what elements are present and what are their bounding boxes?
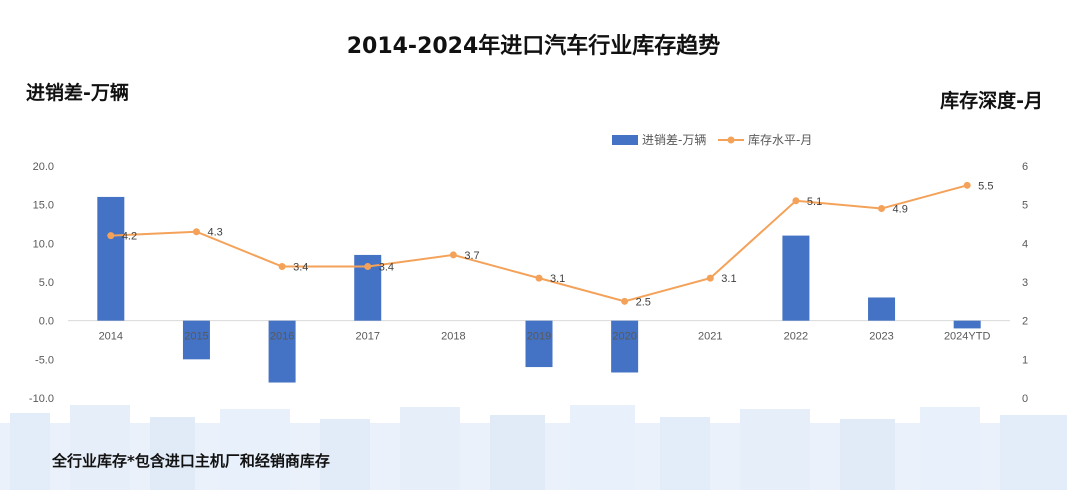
category-label: 2024YTD [944,331,991,343]
line-data-label: 3.4 [293,262,308,274]
bar-2023 [868,297,896,321]
line-point-2020 [621,297,629,305]
bar-2015 [182,320,210,360]
right-tick-label: 2 [1022,316,1028,328]
right-axis-title: 库存深度-月 [940,90,1043,112]
line-data-label: 3.7 [464,250,479,262]
category-label: 2023 [869,331,893,343]
left-tick-label: 20.0 [33,161,54,173]
line-point-2022 [792,197,800,205]
left-axis-title: 进销差-万辆 [26,82,129,104]
category-label: 2021 [698,331,722,343]
line-point-2014 [107,232,115,240]
right-tick-label: 6 [1022,161,1028,173]
line-data-label: 4.2 [122,231,137,243]
line-point-2015 [192,228,200,236]
skyline-decoration [0,405,1067,490]
left-tick-label: 0.0 [39,316,54,328]
left-tick-label: -5.0 [35,354,54,366]
line-data-label: 3.1 [721,273,736,285]
right-tick-label: 3 [1022,277,1028,289]
bar-2019 [525,320,553,368]
left-tick-label: 15.0 [33,200,54,212]
left-tick-label: 5.0 [39,277,54,289]
category-label: 2022 [784,331,808,343]
right-tick-label: 1 [1022,354,1028,366]
category-label: 2014 [99,331,123,343]
line-data-label: 3.1 [550,273,565,285]
right-tick-label: 4 [1022,238,1028,250]
category-label: 2017 [355,331,379,343]
inventory-line [110,184,968,303]
line-data-label: 2.5 [636,296,651,308]
category-label: 2020 [612,331,636,343]
line-point-2021 [706,274,714,282]
left-tick-label: 10.0 [33,238,54,250]
bar-2022 [782,235,810,321]
category-label: 2018 [441,331,465,343]
line-point-2024YTD [963,181,971,189]
legend-line-label: 库存水平-月 [748,132,812,147]
line-point-2023 [878,205,886,213]
bar-2020 [611,320,639,373]
right-tick-label: 5 [1022,200,1028,212]
bar-2016 [268,320,296,383]
legend-line-marker [727,136,735,144]
category-label: 2019 [527,331,551,343]
legend-bar-swatch [612,135,638,145]
line-data-label: 4.9 [893,204,908,216]
left-tick-label: -10.0 [29,393,54,405]
line-point-2019 [535,274,543,282]
line-point-2017 [364,263,372,271]
legend-bar-label: 进销差-万辆 [642,133,706,147]
chart-title: 2014-2024年进口汽车行业库存趋势 [346,34,721,59]
line-point-2016 [278,263,286,271]
category-label: 2016 [270,331,294,343]
line-data-label: 5.1 [807,196,822,208]
footnote: 全行业库存*包含进口主机厂和经销商库存 [52,452,330,470]
bar-2024YTD [953,320,981,329]
line-point-2018 [449,251,457,259]
line-data-label: 3.4 [379,262,394,274]
line-data-label: 4.3 [207,227,222,239]
right-tick-label: 0 [1022,393,1028,405]
bar-2014 [97,196,125,321]
category-label: 2015 [184,331,208,343]
line-data-label: 5.5 [978,180,993,192]
